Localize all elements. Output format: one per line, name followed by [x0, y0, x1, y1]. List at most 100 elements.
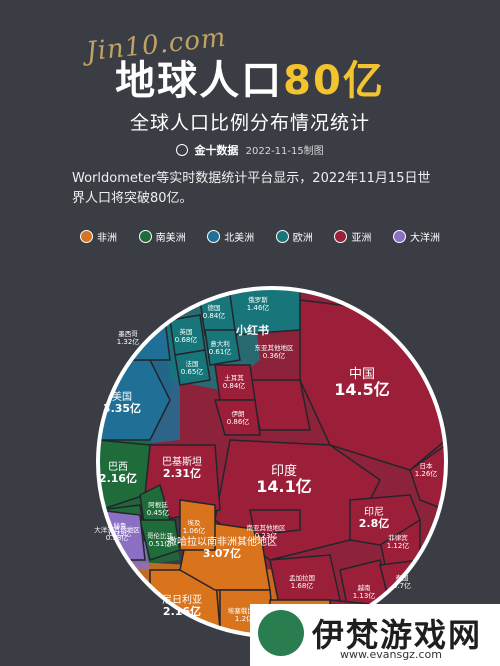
legend-item: 大洋洲 [392, 229, 440, 244]
source-line: 金十数据 2022-11-15制图 [0, 142, 500, 158]
description-text: Worldometer等实时数据统计平台显示，2022年11月15日世界人口将突… [72, 171, 431, 206]
region-name-label: 俄罗斯 [248, 295, 268, 304]
region-name-label: 哥伦比亚 [147, 531, 174, 540]
region-name-label: 墨西哥 [118, 330, 138, 338]
site-logo-icon [258, 610, 304, 656]
region-cell [409, 443, 446, 512]
region-name-label: 法国 [186, 359, 199, 368]
region-name-label: 美国 [112, 390, 132, 403]
region-value-label: 0.7亿 [393, 581, 411, 590]
region-cell [249, 379, 311, 431]
region-value-label: 14.1亿 [256, 477, 311, 496]
site-watermark-url: www.evansgz.com [340, 648, 442, 661]
region-value-label: 2.16亿 [99, 471, 137, 485]
region-cell [179, 499, 216, 551]
region-value-label: 1.68亿 [291, 581, 314, 590]
region-value-label: 1.32亿 [117, 337, 140, 346]
legend-swatch [80, 230, 93, 243]
region-name-label: 土耳其 [224, 373, 244, 382]
legend-item: 南美洲 [138, 229, 186, 244]
region-name-label: 撒哈拉以南非洲其他地区 [167, 535, 277, 548]
region-name-label: 巴西 [108, 461, 128, 473]
region-value-label: 0.84亿 [203, 311, 226, 320]
region-name-label: 菲律宾 [388, 533, 408, 542]
legend-item: 亚洲 [334, 229, 371, 244]
region-value-label: 3.35亿 [103, 401, 141, 415]
chart-legend: 非洲 南美洲 北美洲 欧洲 亚洲 大洋洲 [80, 229, 440, 244]
region-value-label: 0.61亿 [209, 347, 232, 356]
legend-item: 北美洲 [207, 229, 254, 244]
region-name-label: 阿根廷 [148, 500, 168, 509]
region-cell [249, 509, 301, 536]
legend-swatch [275, 230, 289, 243]
region-value-label: 1.26亿 [415, 469, 438, 478]
title-number: 80亿 [283, 58, 385, 104]
legend-swatch [207, 230, 221, 243]
region-cell [214, 399, 261, 436]
region-value-label: 0.33亿 [109, 529, 132, 538]
title-text: 地球人口 [115, 58, 284, 104]
legend-label: 非洲 [97, 233, 117, 244]
region-name-label: 孟加拉国 [289, 573, 315, 582]
region-cell [98, 439, 151, 511]
legend-label: 大洋洲 [409, 233, 440, 244]
region-cell [204, 329, 241, 366]
region-name-label: 印尼 [364, 506, 384, 518]
source-brand: 金十数据 [194, 144, 239, 157]
region-name-label: 英国 [180, 327, 193, 336]
legend-swatch [138, 230, 152, 243]
region-value-label: 2.31亿 [163, 466, 201, 480]
site-watermark: 伊梵游戏网 www.evansgz.com [250, 604, 500, 666]
region-value-label: 1.12亿 [387, 541, 410, 550]
region-name-label: 巴基斯坦 [162, 455, 202, 468]
legend-item: 欧洲 [275, 229, 313, 244]
region-name-label: 南亚其他地区 [247, 523, 287, 532]
region-cell [269, 554, 341, 611]
region-name-label: 东亚其他地区 [255, 343, 295, 352]
region-value-label: 3.07亿 [203, 546, 241, 560]
region-value-label: 1.13亿 [353, 591, 376, 600]
region-value-label: 0.65亿 [181, 367, 204, 376]
region-name-label: 伊朗 [232, 409, 245, 418]
page-subtitle: 全球人口比例分布情况统计 [129, 112, 370, 134]
brand-logo-icon [176, 144, 189, 156]
region-value-label: 14.5亿 [334, 380, 389, 399]
region-name-label: 日本 [420, 461, 434, 470]
region-cell [349, 494, 421, 546]
xiaohongshu-watermark: 小红书 [235, 323, 269, 337]
region-value-label: 0.68亿 [175, 335, 198, 344]
page-title: 地球人口80亿 [0, 48, 500, 106]
region-name-label: 越南 [358, 583, 372, 592]
region-value-label: 0.23亿 [255, 531, 278, 540]
region-value-label: 0.18亿 [106, 533, 129, 542]
site-watermark-name: 伊梵游戏网 [312, 616, 483, 654]
region-value-label: 2.8亿 [359, 516, 390, 530]
region-name-label: 泰国 [396, 573, 409, 582]
region-name-label: 意大利 [210, 339, 230, 348]
region-value-label: 0.36亿 [263, 351, 286, 360]
population-voronoi-chart: 中国14.5亿印度14.1亿美国3.35亿巴基斯坦2.31亿巴西2.16亿尼日利… [94, 286, 448, 638]
source-date: 2022-11-15制图 [245, 146, 324, 157]
region-value-label: 0.45亿 [147, 508, 170, 517]
region-value-label: 1.46亿 [247, 303, 270, 312]
region-name-label: 中国 [349, 367, 375, 382]
region-value-label: 1.06亿 [183, 526, 206, 535]
legend-label: 北美洲 [224, 233, 255, 244]
region-value-label: 2.16亿 [163, 604, 201, 618]
legend-label: 南美洲 [155, 233, 186, 244]
region-value-label: 0.51亿 [149, 539, 172, 548]
region-name-label: 大洋洲其他地区 [94, 525, 140, 534]
region-value-label: 0.86亿 [227, 417, 250, 426]
region-cell [174, 349, 211, 386]
legend-label: 欧洲 [292, 233, 313, 244]
legend-label: 亚洲 [351, 233, 372, 244]
region-value-label: 0.84亿 [223, 381, 246, 390]
legend-swatch [334, 230, 348, 243]
region-name-label: 埃及 [188, 518, 202, 527]
region-value-label: 1.2亿 [235, 614, 253, 623]
region-name-label: 德国 [208, 303, 221, 312]
legend-item: 非洲 [80, 229, 117, 244]
region-name-label: 埃塞俄比亚 [228, 606, 261, 615]
region-name-label: 尼日利亚 [162, 594, 202, 606]
region-name-label: 印度 [271, 463, 297, 479]
